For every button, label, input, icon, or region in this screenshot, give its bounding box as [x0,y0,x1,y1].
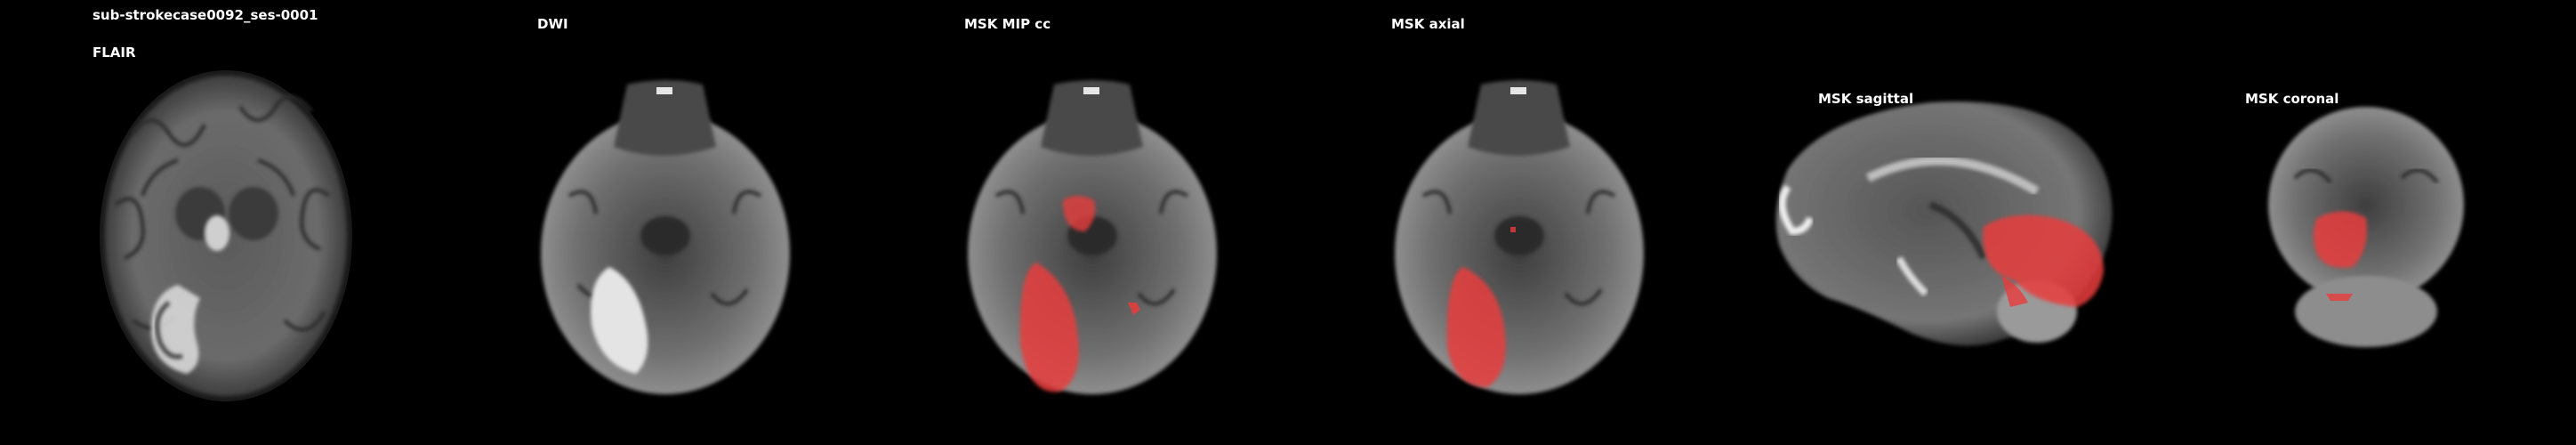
panel-label-dwi: DWI [537,16,568,32]
dwi-image [541,80,790,394]
panel-label-msk-mip: MSK MIP cc [964,16,1051,32]
panel-label-msk-sagittal: MSK sagittal [1818,91,1914,107]
flair-image [100,70,352,401]
msk-sagittal-image [1775,101,2113,346]
panel-label-flair: FLAIR [93,44,136,61]
subject-title: sub-strokecase0092_ses-0001 [93,7,318,23]
panel-label-msk-coronal: MSK coronal [2245,91,2339,107]
panel-label-msk-axial: MSK axial [1391,16,1465,32]
msk-mip-image [968,80,1217,394]
msk-axial-image [1395,80,1644,394]
msk-coronal-image [2268,107,2464,347]
